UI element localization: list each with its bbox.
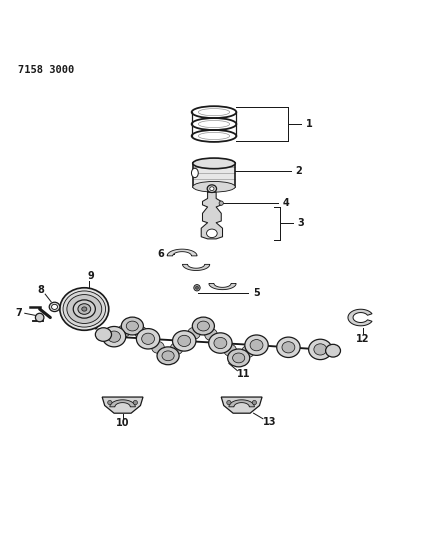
Ellipse shape: [51, 304, 57, 310]
Polygon shape: [348, 309, 372, 326]
Ellipse shape: [49, 302, 60, 312]
Text: 5: 5: [253, 288, 260, 298]
Polygon shape: [110, 400, 135, 407]
Ellipse shape: [102, 326, 126, 347]
Text: 13: 13: [262, 417, 276, 427]
Ellipse shape: [36, 313, 44, 322]
Ellipse shape: [121, 317, 143, 335]
Ellipse shape: [326, 344, 341, 357]
Ellipse shape: [214, 337, 227, 349]
Ellipse shape: [245, 335, 268, 356]
Ellipse shape: [309, 339, 332, 360]
Polygon shape: [182, 264, 210, 270]
Ellipse shape: [194, 285, 200, 291]
Ellipse shape: [134, 326, 147, 338]
Polygon shape: [221, 397, 262, 413]
Ellipse shape: [228, 349, 250, 367]
Ellipse shape: [78, 304, 91, 314]
Polygon shape: [201, 192, 223, 239]
Ellipse shape: [67, 295, 102, 324]
Ellipse shape: [152, 341, 164, 353]
Text: 2: 2: [296, 166, 303, 176]
Ellipse shape: [82, 307, 87, 311]
Ellipse shape: [196, 286, 199, 289]
Text: 12: 12: [356, 334, 369, 344]
Ellipse shape: [178, 335, 190, 346]
Ellipse shape: [210, 187, 214, 191]
Text: 8: 8: [38, 285, 45, 295]
Ellipse shape: [126, 321, 138, 331]
Text: 1: 1: [306, 119, 313, 129]
Ellipse shape: [63, 291, 106, 327]
Text: 6: 6: [158, 249, 164, 259]
Ellipse shape: [219, 201, 223, 205]
Ellipse shape: [314, 344, 327, 355]
Text: 4: 4: [283, 198, 290, 208]
Ellipse shape: [207, 229, 217, 238]
Polygon shape: [229, 400, 254, 407]
Ellipse shape: [252, 400, 256, 405]
Text: 10: 10: [116, 418, 129, 429]
Ellipse shape: [232, 353, 245, 363]
Ellipse shape: [193, 158, 235, 169]
Ellipse shape: [224, 344, 237, 356]
Ellipse shape: [107, 331, 121, 342]
Polygon shape: [209, 284, 236, 289]
Ellipse shape: [117, 325, 130, 337]
Ellipse shape: [95, 328, 112, 341]
Ellipse shape: [187, 327, 200, 339]
Text: 11: 11: [237, 369, 250, 378]
Ellipse shape: [191, 168, 198, 177]
Ellipse shape: [282, 342, 295, 353]
Ellipse shape: [205, 328, 217, 341]
Ellipse shape: [277, 337, 300, 358]
Polygon shape: [102, 397, 143, 413]
Ellipse shape: [227, 400, 231, 405]
Bar: [193, 164, 235, 187]
Text: 9: 9: [87, 271, 94, 281]
Text: 7: 7: [16, 308, 23, 318]
Ellipse shape: [197, 321, 209, 331]
Polygon shape: [167, 249, 197, 256]
Ellipse shape: [242, 345, 254, 358]
Ellipse shape: [172, 330, 196, 351]
Ellipse shape: [60, 288, 109, 330]
Ellipse shape: [142, 333, 155, 344]
Ellipse shape: [133, 400, 137, 405]
Ellipse shape: [192, 317, 214, 335]
Text: 3: 3: [298, 219, 305, 228]
Ellipse shape: [137, 328, 160, 349]
Ellipse shape: [207, 185, 217, 192]
Ellipse shape: [250, 340, 263, 351]
Ellipse shape: [209, 333, 232, 353]
Text: 7158 3000: 7158 3000: [18, 64, 74, 75]
Ellipse shape: [170, 343, 183, 354]
Ellipse shape: [108, 400, 112, 405]
Ellipse shape: [193, 181, 235, 192]
Ellipse shape: [157, 347, 179, 365]
Ellipse shape: [162, 351, 174, 361]
Ellipse shape: [73, 300, 95, 318]
